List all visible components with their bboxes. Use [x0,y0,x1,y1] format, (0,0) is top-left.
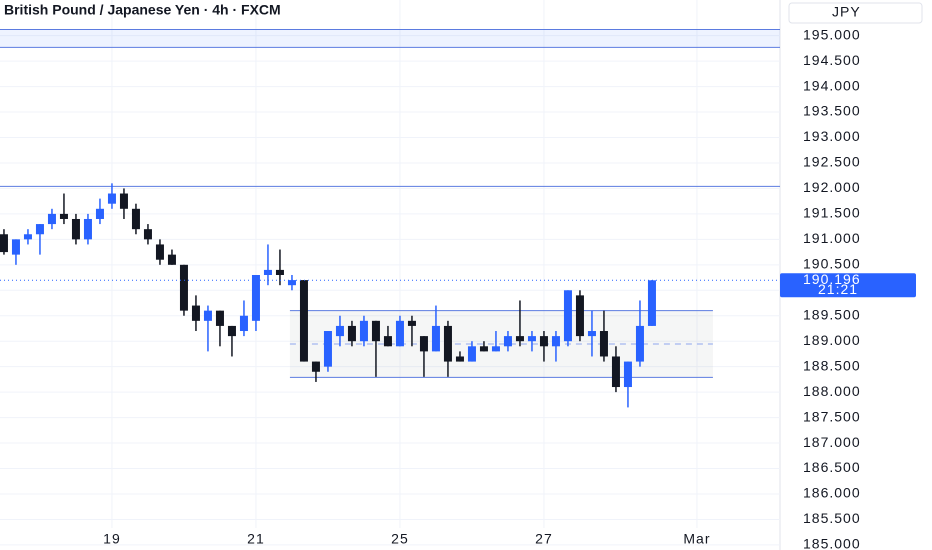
candle-body [383,336,392,347]
candle-body [275,269,284,275]
candle-body [299,280,308,362]
candle-body [107,193,116,204]
candle-body [119,193,128,209]
candle-body [371,320,380,342]
candle-body [575,295,584,337]
zone [0,29,780,48]
candle-body [395,320,404,347]
candle-body [515,336,524,342]
candle-body [11,239,20,255]
last-price-box [780,273,916,298]
y-tick-label: 190.500 [803,256,861,272]
candle-body [83,218,92,240]
candle-body [203,310,212,321]
countdown-label: 21:21 [818,281,858,297]
y-tick-label: 193.000 [803,128,861,144]
candle-body [167,254,176,265]
candle-body [263,269,272,275]
y-tick-label: 186.500 [803,459,861,475]
y-tick-label: 192.500 [803,154,861,170]
candle-body [323,331,332,367]
candle-body [563,290,572,342]
candle-body [143,229,152,240]
candle-body [179,264,188,311]
y-tick-label: 191.500 [803,205,861,221]
last-price-label: 190.196 [803,271,861,287]
candle-body [347,325,356,342]
y-tick-label: 186.000 [803,485,861,501]
candle-body [155,244,164,260]
candle-body [47,213,56,225]
candle-body [239,315,248,332]
y-tick-label: 194.500 [803,52,861,68]
candle-body [635,325,644,362]
candle-body [599,331,608,357]
y-tick-label: 188.500 [803,357,861,373]
y-tick-label: 185.000 [803,536,861,550]
candle-body [311,361,320,372]
y-tick-label: 191.000 [803,230,861,246]
y-tick-label: 189.000 [803,332,861,348]
candle-body [23,234,32,240]
candle-body [35,224,44,235]
currency-box[interactable] [788,2,923,24]
y-tick-label: 187.000 [803,434,861,450]
candle-body [503,336,512,347]
candle-body [131,208,140,230]
chart-title: British Pound / Japanese Yen · 4h · FXCM [4,2,281,18]
y-tick-label: 185.500 [803,510,861,526]
candle-body [215,310,224,326]
x-tick-label: Mar [683,531,710,547]
x-tick-label: 27 [535,531,553,547]
x-tick-label: 25 [391,531,409,547]
y-tick-label: 193.500 [803,103,861,119]
candle-body [227,325,236,337]
x-tick-label: 21 [247,531,265,547]
candle-body [479,346,488,352]
candle-body [287,280,296,286]
y-axis-label: JPY [832,4,861,20]
y-tick-label: 187.500 [803,408,861,424]
y-tick-label: 192.000 [803,179,861,195]
candle-body [431,325,440,352]
candle-body [551,336,560,347]
y-tick-label: 189.500 [803,306,861,322]
candle-body [419,336,428,352]
candle-body [623,361,632,388]
candle-body [443,325,452,362]
candle-body [335,325,344,337]
candle-body [407,320,416,326]
candle-body [191,305,200,321]
candle-body [95,208,104,219]
x-tick-label: 19 [103,531,121,547]
candle-body [611,356,620,388]
candle-body [647,280,656,326]
candle-body [491,346,500,352]
y-tick-label: 195.000 [803,26,861,42]
candle-body [59,213,68,219]
candle-body [0,234,8,253]
candle-body [527,336,536,342]
candle-body [71,218,80,240]
candle-body [587,331,596,337]
candle-body [467,346,476,362]
y-tick-label: 194.000 [803,77,861,93]
candle-body [251,275,260,321]
y-tick-label: 188.000 [803,383,861,399]
candle-body [455,356,464,362]
candle-body [359,320,368,342]
candle-body [539,336,548,347]
